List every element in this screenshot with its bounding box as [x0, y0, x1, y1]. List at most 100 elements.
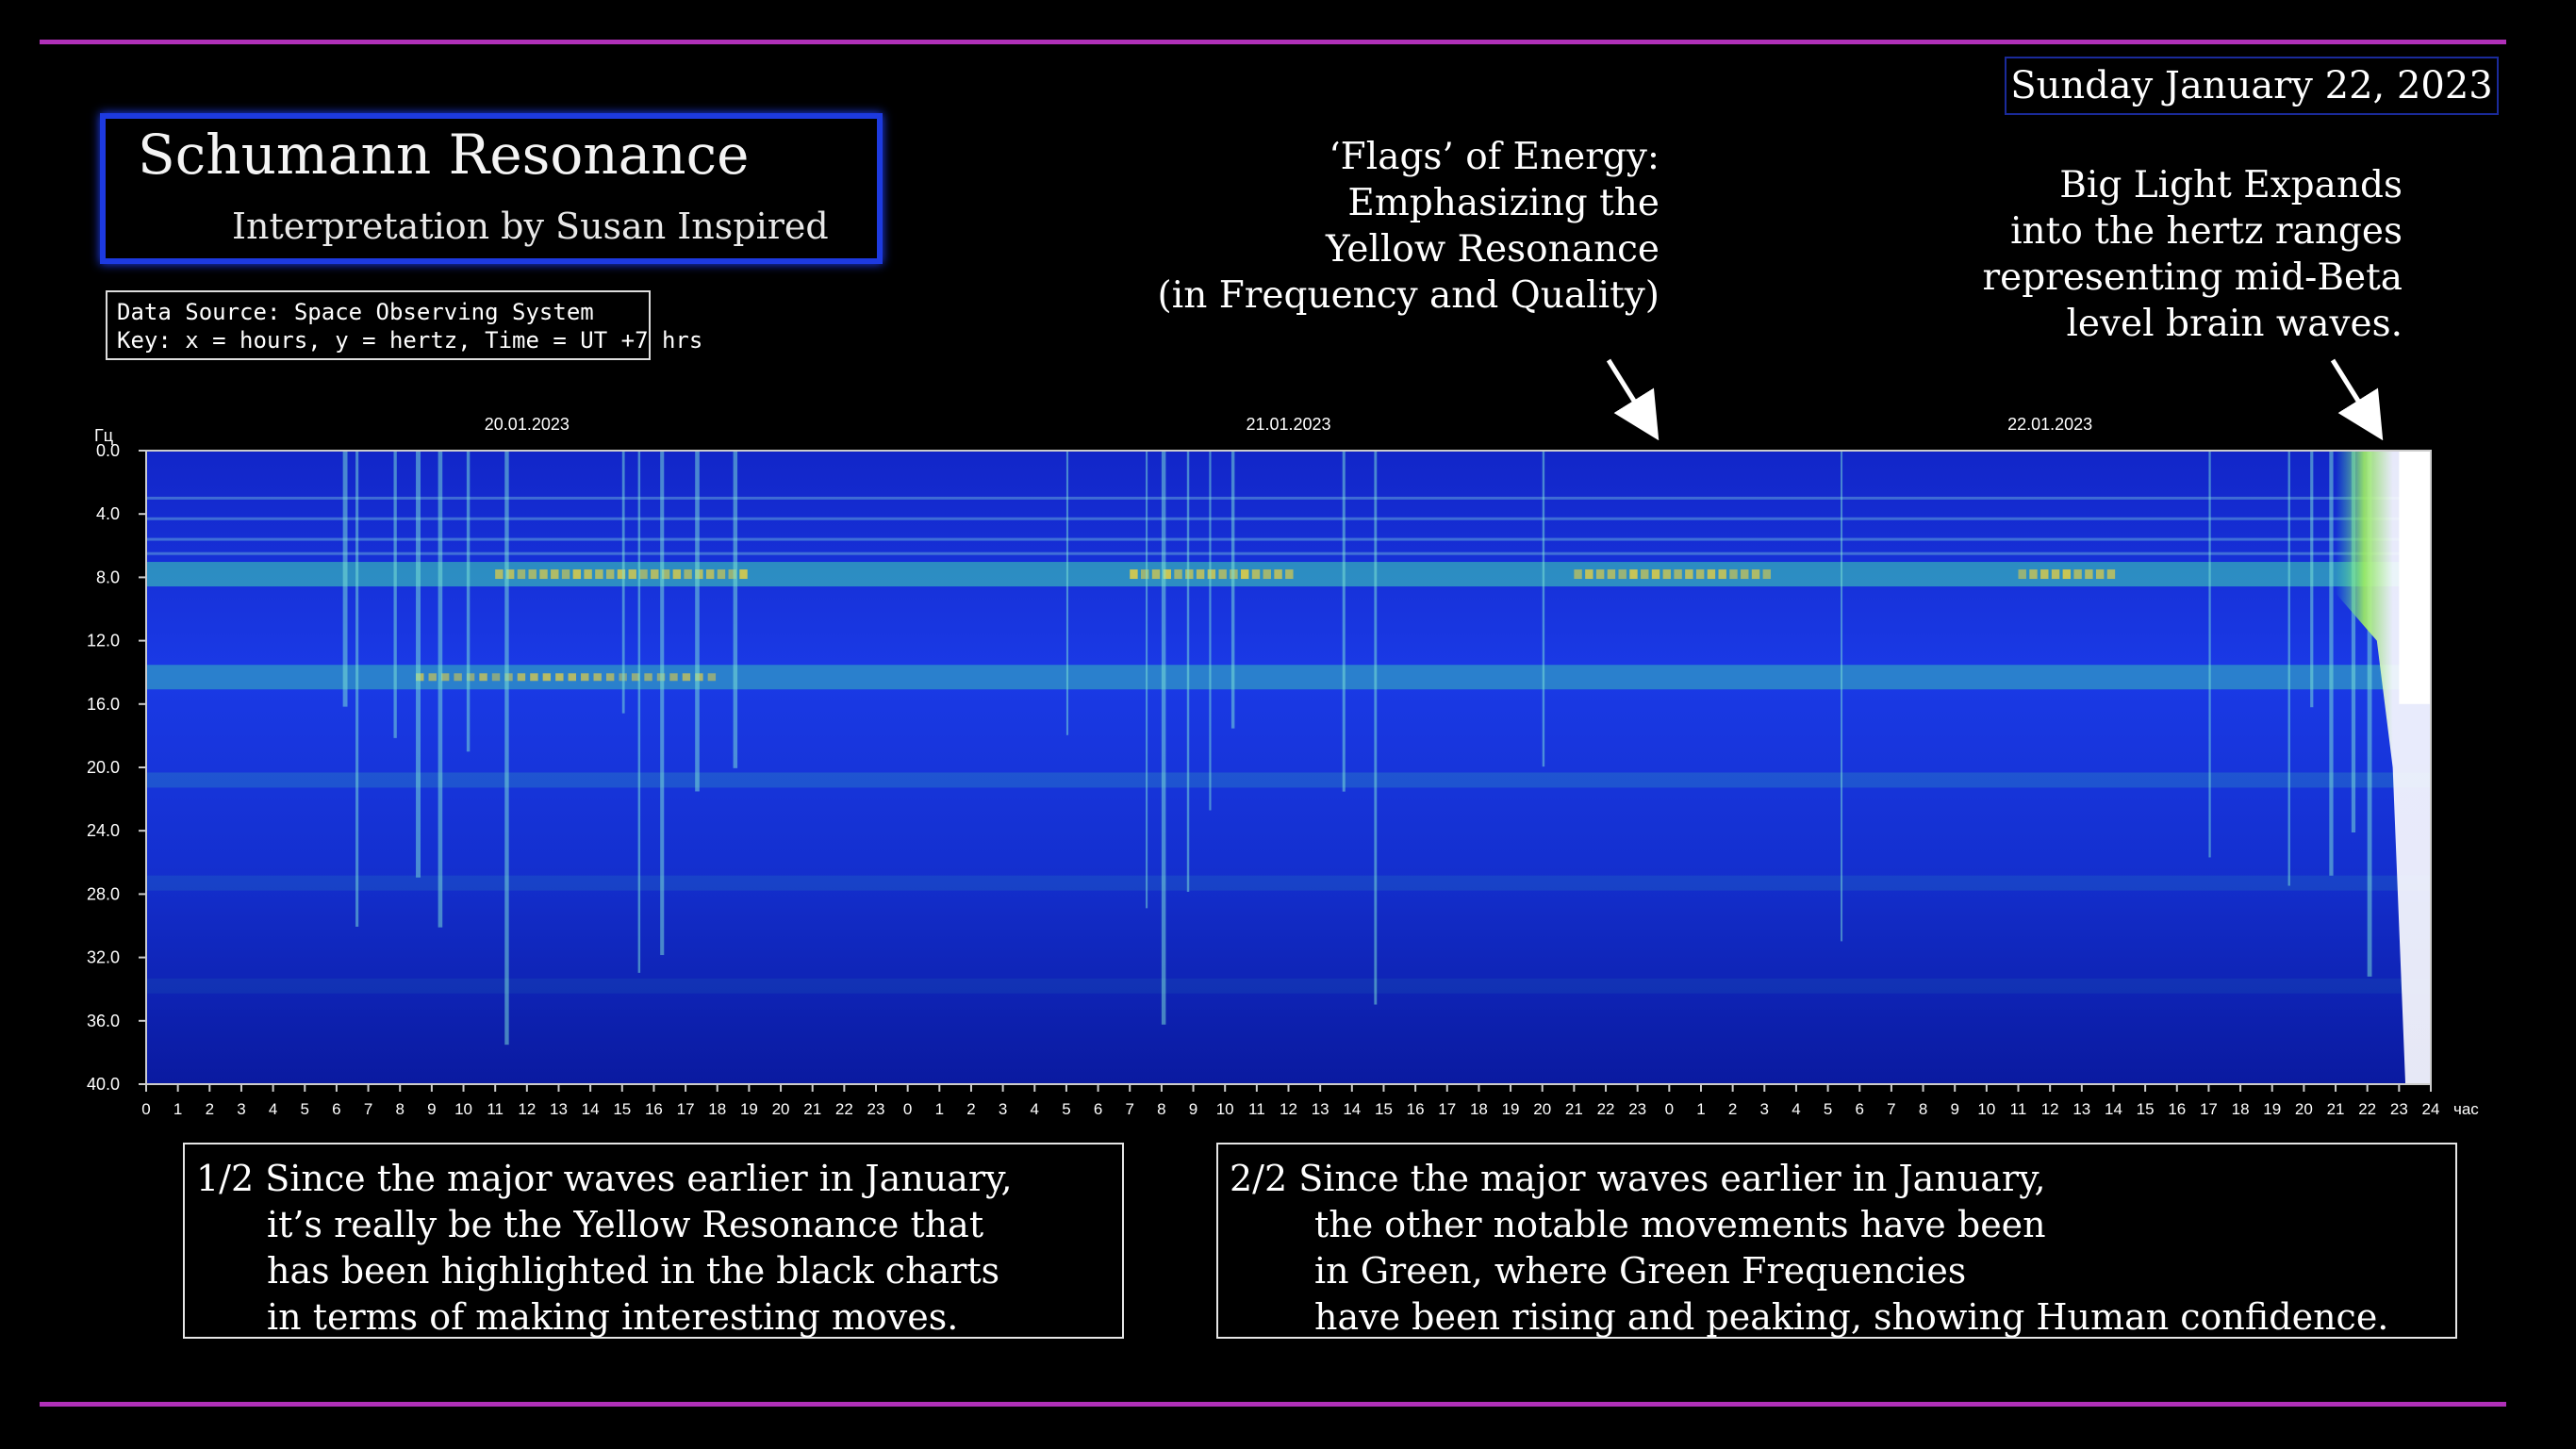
yellow-patch: [1718, 569, 1726, 580]
note-line: in terms of making interesting moves.: [267, 1296, 959, 1338]
flags-line: Emphasizing the: [1347, 182, 1660, 224]
note-line: 2/2 Since the major waves earlier in Jan…: [1230, 1158, 2046, 1199]
resonance-band: [146, 665, 2431, 690]
resonance-band: [146, 978, 2431, 994]
yellow-patch: [1729, 569, 1738, 580]
y-tick-label: 4.0: [96, 504, 120, 523]
x-tick-label: 0: [903, 1100, 912, 1118]
yellow-patch: [1251, 569, 1261, 580]
x-tick-label: 7: [364, 1100, 372, 1118]
yellow-patch: [454, 673, 462, 682]
x-tick-label: 20: [1533, 1100, 1551, 1118]
big-light-line: level brain waves.: [2066, 303, 2403, 345]
yellow-patch: [2062, 569, 2072, 580]
date-label: 21.01.2023: [1246, 415, 1330, 434]
yellow-patch: [639, 569, 648, 580]
yellow-patch: [1607, 569, 1616, 580]
x-tick-label: 6: [332, 1100, 340, 1118]
bright-column: [416, 451, 421, 878]
bright-column: [1374, 451, 1378, 1005]
harmonic-line: [146, 537, 2431, 541]
x-tick-label: 13: [2072, 1100, 2090, 1118]
yellow-patch: [505, 569, 515, 580]
yellow-patch: [593, 673, 602, 682]
x-tick-label: 9: [1189, 1100, 1197, 1118]
x-tick-label: 16: [2168, 1100, 2186, 1118]
y-tick-label: 36.0: [87, 1012, 120, 1030]
y-tick-label: 28.0: [87, 884, 120, 903]
resonance-band: [146, 875, 2431, 891]
yellow-patch: [1662, 569, 1672, 580]
note-line: in Green, where Green Frequencies: [1314, 1250, 1967, 1292]
x-tick-label: 22: [835, 1100, 853, 1118]
x-tick-label: 18: [2232, 1100, 2250, 1118]
y-axis-label: Гц: [94, 426, 113, 445]
yellow-patch: [1651, 569, 1660, 580]
yellow-patch: [495, 569, 504, 580]
data-source-box: Data Source: Space Observing System Key:…: [106, 290, 702, 360]
x-tick-label: 14: [1343, 1100, 1361, 1118]
yellow-patch: [2106, 569, 2116, 580]
date-label: 20.01.2023: [485, 415, 570, 434]
bright-column: [1186, 451, 1190, 892]
yellow-patch: [542, 673, 552, 682]
x-tick-label: 23: [867, 1100, 885, 1118]
yellow-patch: [1196, 569, 1205, 580]
bright-column: [504, 451, 509, 1046]
x-tick-label: 19: [1502, 1100, 1520, 1118]
yellow-patch: [617, 569, 626, 580]
yellow-patch: [491, 673, 501, 682]
resonance-band: [146, 772, 2431, 788]
x-tick-label: 20: [772, 1100, 790, 1118]
x-tick-label: 19: [740, 1100, 758, 1118]
yellow-patch: [605, 673, 615, 682]
x-tick-label: 2: [1728, 1100, 1737, 1118]
x-tick-label: 15: [613, 1100, 631, 1118]
yellow-patch: [1285, 569, 1294, 580]
x-tick-label: 15: [1375, 1100, 1393, 1118]
flags-line: ‘Flags’ of Energy:: [1329, 136, 1660, 178]
x-tick-label: 15: [2137, 1100, 2155, 1118]
x-tick-label: 2: [206, 1100, 214, 1118]
harmonic-line: [146, 552, 2431, 555]
bright-column: [2310, 451, 2314, 708]
x-tick-label: 18: [708, 1100, 726, 1118]
x-tick-label: 7: [1887, 1100, 1895, 1118]
x-tick-label: 12: [2041, 1100, 2059, 1118]
bright-column: [1230, 451, 1235, 729]
x-tick-label: 8: [1157, 1100, 1165, 1118]
flags-line: Yellow Resonance: [1326, 228, 1660, 271]
bright-column: [342, 451, 348, 707]
yellow-patch: [672, 569, 682, 580]
yellow-patch: [717, 569, 726, 580]
x-tick-label: 23: [2390, 1100, 2408, 1118]
y-tick-label: 24.0: [87, 821, 120, 840]
yellow-patch: [517, 569, 526, 580]
bright-column: [695, 451, 700, 792]
yellow-patch: [517, 673, 526, 682]
note-line: 1/2 Since the major waves earlier in Jan…: [196, 1158, 1013, 1199]
bright-column: [660, 451, 665, 956]
yellow-patch: [1741, 569, 1749, 580]
yellow-patch: [605, 569, 615, 580]
x-tick-label: 17: [1438, 1100, 1456, 1118]
y-tick-label: 16.0: [87, 695, 120, 714]
bright-column: [2367, 451, 2372, 977]
bright-column: [2208, 451, 2211, 858]
yellow-patch: [661, 569, 670, 580]
x-tick-label: 18: [1470, 1100, 1488, 1118]
yellow-patch: [1130, 569, 1138, 580]
big-light-line: Big Light Expands: [2059, 164, 2403, 206]
x-tick-label: 3: [237, 1100, 245, 1118]
yellow-patch: [2018, 569, 2026, 580]
x-tick-label: 22: [2358, 1100, 2376, 1118]
yellow-patch: [568, 673, 576, 682]
yellow-patch: [2029, 569, 2038, 580]
x-tick-label: 13: [550, 1100, 568, 1118]
x-tick-label: 17: [2200, 1100, 2218, 1118]
x-tick-label: 12: [1280, 1100, 1297, 1118]
x-tick-label: 4: [269, 1100, 277, 1118]
y-tick-label: 20.0: [87, 758, 120, 777]
harmonic-line: [146, 517, 2431, 520]
